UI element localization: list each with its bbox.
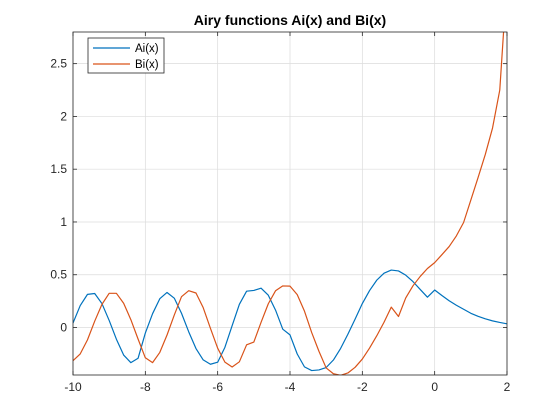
y-tick-label: 1 [60, 215, 67, 229]
chart-title: Airy functions Ai(x) and Bi(x) [194, 12, 386, 28]
legend-label-ai: Ai(x) [135, 43, 159, 55]
y-tick-label: 2 [60, 109, 67, 123]
x-tick-label: -2 [357, 380, 368, 394]
x-tick-label: -4 [285, 380, 296, 394]
legend-label-bi: Bi(x) [135, 59, 159, 71]
x-tick-label: 2 [504, 380, 511, 394]
x-tick-label: -10 [64, 380, 82, 394]
series-line-bi-x [73, 32, 505, 375]
series-layer [73, 32, 507, 375]
x-tick-label: -8 [140, 380, 151, 394]
series-line-ai-x [73, 269, 507, 372]
y-tick-label: 1.5 [50, 162, 67, 176]
x-tick-label: -6 [212, 380, 223, 394]
y-tick-label: 2.5 [50, 57, 67, 71]
legend: Ai(x) Bi(x) [87, 37, 165, 74]
y-tick-label: 0 [60, 321, 67, 335]
y-tick-label: 0.5 [50, 268, 67, 282]
legend-box [87, 37, 165, 74]
ticks: -10 -8 -6 -4 -2 0 2 0 0.5 1 1.5 2 2.5 [50, 32, 511, 394]
x-tick-label: 0 [431, 380, 438, 394]
